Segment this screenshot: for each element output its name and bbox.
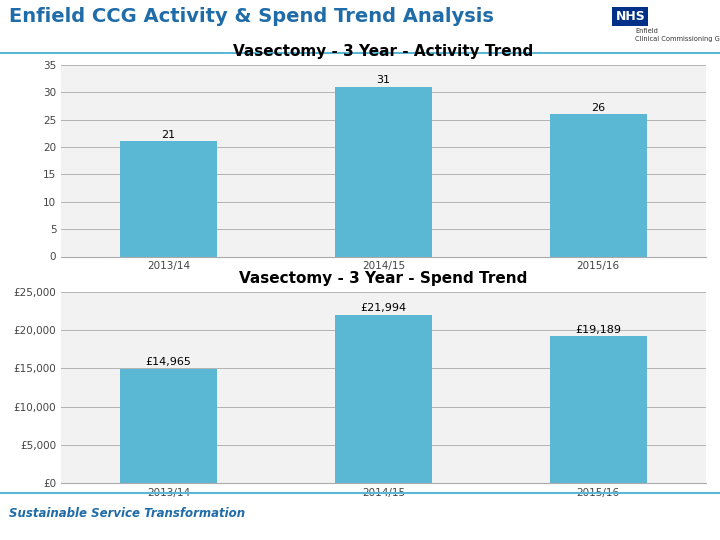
Text: 31: 31 (377, 76, 390, 85)
Bar (120, 141, 217, 256)
Text: £21,994: £21,994 (360, 303, 407, 313)
Text: Enfield
Clinical Commissioning Group: Enfield Clinical Commissioning Group (635, 28, 720, 42)
Bar (550, 336, 647, 483)
Text: Enfield CCG Activity & Spend Trend Analysis: Enfield CCG Activity & Spend Trend Analy… (9, 6, 494, 26)
Bar (550, 114, 647, 256)
Text: 21: 21 (161, 130, 176, 140)
Bar (120, 368, 217, 483)
Bar (335, 87, 432, 256)
Text: 26: 26 (591, 103, 606, 113)
Title: Vasectomy - 3 Year - Activity Trend: Vasectomy - 3 Year - Activity Trend (233, 44, 534, 59)
Title: Vasectomy - 3 Year - Spend Trend: Vasectomy - 3 Year - Spend Trend (239, 271, 528, 286)
Text: £14,965: £14,965 (145, 357, 192, 367)
Bar (335, 315, 432, 483)
Text: NHS: NHS (616, 10, 645, 23)
Text: Sustainable Service Transformation: Sustainable Service Transformation (9, 507, 246, 520)
Text: £19,189: £19,189 (575, 325, 621, 335)
